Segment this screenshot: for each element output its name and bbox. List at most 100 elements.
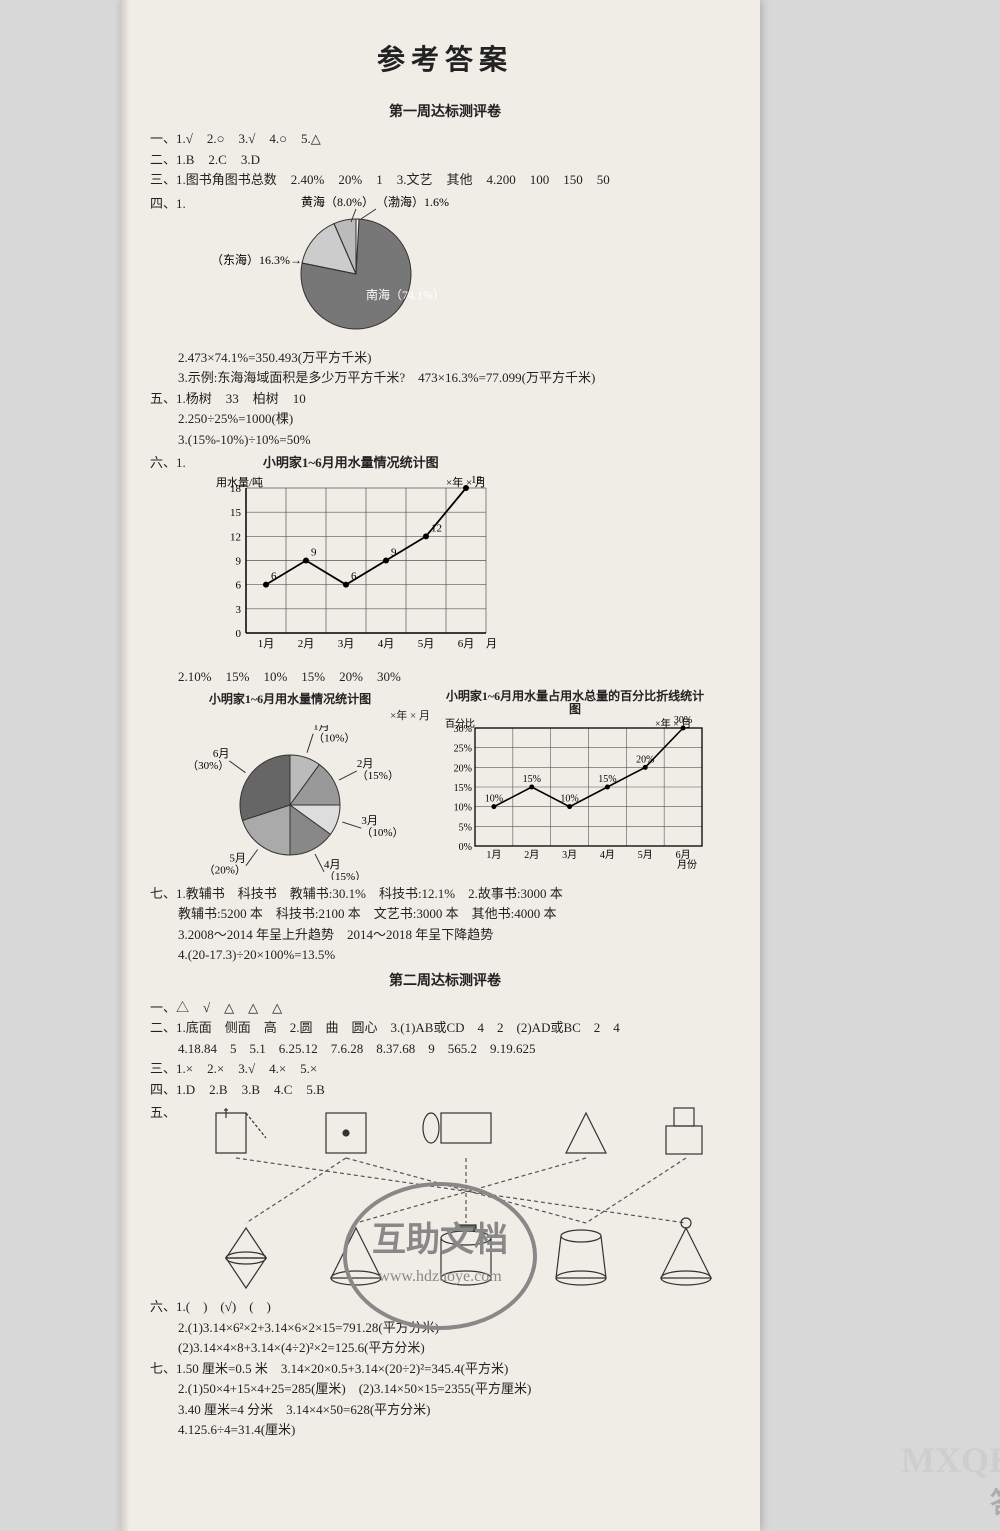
svg-text:6: 6: [235, 579, 241, 591]
ans: 2.10%: [178, 667, 212, 687]
svg-text:2月: 2月: [298, 638, 315, 650]
ans: △: [224, 998, 234, 1018]
ans: 4.C: [274, 1080, 292, 1100]
svg-text:（20%）: （20%）: [204, 863, 246, 876]
watermark-site: MXQE.COM: [901, 1439, 1000, 1481]
ans: 2.B: [209, 1080, 227, 1100]
svg-text:5月: 5月: [229, 852, 246, 864]
ans: △: [272, 998, 282, 1018]
week1-heading: 第一周达标测评卷: [150, 102, 740, 123]
huanghai-label: 黄海（8.0%）: [301, 194, 374, 209]
ans: 5.B: [306, 1080, 324, 1100]
lc2-svg: 0%5%10%15%20%25%30%10%1月15%2月10%3月15%4月2…: [440, 716, 710, 871]
svg-text:6月: 6月: [458, 638, 475, 650]
w2q2-2: 4.18.84 5 5.1 6.25.12 7.6.28 8.37.68 9 5…: [150, 1039, 740, 1059]
ans: △: [248, 998, 258, 1018]
svg-text:15: 15: [230, 507, 242, 519]
svg-text:4月: 4月: [324, 858, 341, 870]
ans: 3.√: [239, 129, 256, 149]
ans: 3.文艺: [397, 170, 433, 190]
w2q4: 四、1.D 2.B 3.B 4.C 5.B: [150, 1080, 740, 1100]
stamp-line2: www.hdzuoye.com: [378, 1268, 502, 1285]
svg-text:2月: 2月: [357, 757, 374, 769]
q5-label: 五、: [150, 1103, 176, 1123]
stamp-line1: 互助文档: [372, 1221, 508, 1259]
w2q3: 三、1.× 2.× 3.√ 4.× 5.×: [150, 1059, 740, 1079]
sea-pie-chart: 南海（74.1%） （东海）16.3%→ 黄海（8.0%） （渤海）1.6%: [206, 194, 506, 344]
ans: 150: [563, 170, 583, 190]
q1-row: 一、1.√ 2.○ 3.√ 4.○ 5.△: [150, 129, 740, 149]
ans: 1: [376, 170, 383, 190]
lc1-svg: 036912151861月92月63月94月125月186月用水量/吨×年 × …: [206, 473, 496, 663]
ans: 五、1.杨树: [150, 389, 212, 409]
ans: 4.200: [486, 170, 515, 190]
q5-2: 2.250÷25%=1000(棵): [150, 409, 740, 429]
svg-text:（10%）: （10%）: [361, 826, 403, 839]
svg-text:3: 3: [235, 603, 241, 615]
svg-text:10%: 10%: [454, 803, 472, 814]
q7-3: 3.2008～2014 年呈上升趋势 2014～2018 年呈下降趋势: [150, 925, 740, 945]
svg-text:3月: 3月: [361, 815, 378, 827]
svg-text:（15%）: （15%）: [357, 768, 399, 781]
ans: 5.×: [300, 1059, 317, 1079]
svg-text:1月: 1月: [313, 725, 330, 733]
svg-text:（10%）: （10%）: [313, 731, 355, 744]
lc2-title: 小明家1~6月用水量占用水总量的百分比折线统计图: [440, 690, 710, 716]
svg-text:6月: 6月: [213, 747, 230, 759]
q3-row: 三、1.图书角图书总数 2.40% 20% 1 3.文艺 其他 4.200 10…: [150, 170, 740, 190]
svg-text:9: 9: [235, 555, 241, 567]
ans: 33: [226, 389, 239, 409]
q4-2: 2.473×74.1%=350.493(万平方千米): [150, 348, 740, 368]
ans: 20%: [339, 667, 363, 687]
bohai-label: （渤海）1.6%: [376, 194, 449, 209]
ans: 2.○: [207, 129, 225, 149]
ans: 15%: [301, 667, 325, 687]
svg-text:5%: 5%: [459, 823, 472, 834]
w2q7-4: 4.125.6÷4=31.4(厘米): [150, 1420, 740, 1440]
pie2-svg: 1月（10%）2月（15%）3月（10%）4月（15%）5月（20%）6月（30…: [150, 725, 430, 880]
q6-row: 六、1. 小明家1~6月用水量情况统计图 036912151861月92月63月…: [150, 453, 740, 663]
ans: 柏树: [253, 389, 279, 409]
svg-text:百分比: 百分比: [445, 718, 475, 730]
page-title: 参考答案: [150, 40, 740, 82]
svg-text:0: 0: [235, 628, 241, 640]
ans: 50: [597, 170, 610, 190]
ans: 2.×: [207, 1059, 224, 1079]
pie2-title: 小明家1~6月用水量情况统计图: [150, 690, 430, 708]
svg-text:1月: 1月: [258, 638, 275, 650]
svg-text:2月: 2月: [524, 849, 539, 861]
watermark-text: 答案圈: [990, 1481, 1000, 1521]
svg-text:5月: 5月: [638, 849, 653, 861]
svg-text:（30%）: （30%）: [187, 758, 229, 771]
ans: 3.√: [238, 1059, 255, 1079]
pie2-date: ×年 × 月: [150, 708, 430, 725]
ans: 四、1.D: [150, 1080, 195, 1100]
q7-4: 4.(20-17.3)÷20×100%=13.5%: [150, 945, 740, 965]
svg-text:9: 9: [311, 546, 317, 558]
lc1-title: 小明家1~6月用水量情况统计图: [206, 453, 496, 473]
w2q7-1: 七、1.50 厘米=0.5 米 3.14×20×0.5+3.14×(20÷2)²…: [150, 1359, 740, 1379]
svg-text:4月: 4月: [600, 849, 615, 861]
svg-text:25%: 25%: [454, 744, 472, 755]
week2-heading: 第二周达标测评卷: [150, 971, 740, 992]
stamp-icon: 互助文档 www.hdzuoye.com: [340, 1176, 540, 1336]
ans: 二、1.B: [150, 150, 194, 170]
w2q1: 一、△ √ △ △ △: [150, 998, 740, 1018]
line-chart-1: 小明家1~6月用水量情况统计图 036912151861月92月63月94月12…: [206, 453, 496, 663]
q2-row: 二、1.B 2.C 3.D: [150, 150, 740, 170]
svg-text:15%: 15%: [454, 783, 472, 794]
ans: 其他: [446, 170, 472, 190]
svg-text:15%: 15%: [523, 774, 541, 785]
w2q7-2: 2.(1)50×4+15×4+25=285(厘米) (2)3.14×50×15=…: [150, 1379, 740, 1399]
ans: 20%: [338, 170, 362, 190]
svg-text:×年 × 月: ×年 × 月: [655, 717, 691, 730]
ans: 三、1.×: [150, 1059, 193, 1079]
dual-chart-row: 小明家1~6月用水量情况统计图 ×年 × 月 1月（10%）2月（15%）3月（…: [150, 690, 740, 880]
q5-1: 五、1.杨树 33 柏树 10: [150, 389, 740, 409]
q4-3: 3.示例:东海海域面积是多少万平方千米? 473×16.3%=77.099(万平…: [150, 368, 740, 388]
ans: 30%: [377, 667, 401, 687]
w2q7-3: 3.40 厘米=4 分米 3.14×4×50=628(平方分米): [150, 1400, 740, 1420]
q6-label: 六、1.: [150, 453, 186, 473]
ans: 三、1.图书角图书总数: [150, 170, 277, 190]
svg-text:12: 12: [230, 531, 241, 543]
